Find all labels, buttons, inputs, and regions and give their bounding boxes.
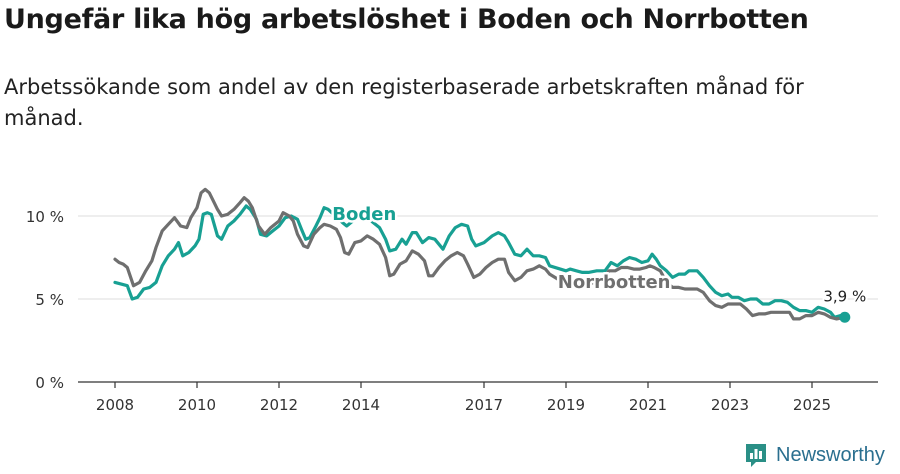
x-tick-label: 2014 [342,396,380,414]
series-label-norrbotten: Norrbotten [558,272,671,293]
x-tick-label: 2025 [793,396,831,414]
chart-subtitle: Arbetssökande som andel av den registerb… [4,75,804,130]
end-point-marker [839,311,851,323]
chart-title: Ungefär lika hög arbetslöshet i Boden oc… [4,4,809,35]
brand-name: Newsworthy [776,443,885,466]
x-tick-label: 2019 [547,396,585,414]
end-value-label: 3,9 % [823,287,866,305]
y-tick-label: 10 % [26,208,64,226]
x-tick-label: 2023 [711,396,749,414]
x-tick-label: 2021 [629,396,667,414]
x-tick-label: 2008 [96,396,134,414]
series-label-boden: Boden [332,204,396,225]
x-tick-label: 2012 [260,396,298,414]
brand-logo: Newsworthy [744,442,885,468]
x-tick-label: 2010 [178,396,216,414]
y-tick-label: 0 % [35,374,64,392]
newsworthy-logo-icon [746,444,766,467]
series-line-norrbotten [113,187,847,321]
series-line-boden [113,204,847,319]
y-tick-label: 5 % [35,291,64,309]
x-tick-label: 2017 [465,396,503,414]
